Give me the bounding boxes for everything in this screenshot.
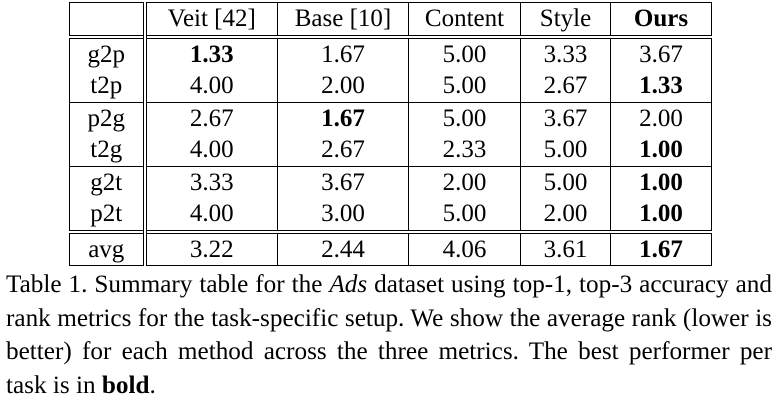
cell-avg-col3: 4.06 [408, 229, 521, 266]
cell-t2g-col5: 1.00 [610, 134, 712, 166]
table-row: g2p 1.33 1.67 5.00 3.33 3.67 [69, 34, 712, 70]
caption-dataset-name: Ads [329, 271, 368, 298]
caption-bold-word: bold [101, 371, 150, 399]
header-cell-veit: Veit [42] [144, 2, 278, 37]
cell-t2p-col1: 4.00 [144, 70, 278, 102]
table-row: avg 3.22 2.44 4.06 3.61 1.67 [69, 229, 712, 266]
table-row: t2g 4.00 2.67 2.33 5.00 1.00 [69, 134, 712, 166]
cell-p2t-col1: 4.00 [144, 198, 278, 232]
cell-g2t-col2: 3.67 [277, 165, 409, 198]
cell-t2p-col3: 5.00 [408, 70, 521, 102]
header-cell-corner [69, 2, 147, 37]
cell-g2t-col4: 5.00 [520, 165, 611, 198]
row-label-t2g: t2g [69, 134, 147, 166]
cell-p2t-col4: 2.00 [520, 198, 611, 232]
cell-avg-col1: 3.22 [144, 229, 278, 266]
cell-t2g-col2: 2.67 [277, 134, 409, 166]
header-row: Veit [42] Base [10] Content Style Ours [69, 2, 712, 37]
table-caption: Table 1. Summary table for the Ads datas… [6, 268, 772, 402]
cell-p2g-col5: 2.00 [610, 101, 712, 134]
cell-g2t-col1: 3.33 [144, 165, 278, 198]
cell-p2g-col2: 1.67 [277, 101, 409, 134]
cell-g2p-col4: 3.33 [520, 34, 611, 70]
row-label-p2t: p2t [69, 198, 147, 232]
cell-p2t-col5: 1.00 [610, 198, 712, 232]
table-row: g2t 3.33 3.67 2.00 5.00 1.00 [69, 165, 712, 198]
cell-t2g-col1: 4.00 [144, 134, 278, 166]
cell-t2p-col2: 2.00 [277, 70, 409, 102]
cell-p2g-col3: 5.00 [408, 101, 521, 134]
cell-g2p-col5: 3.67 [610, 34, 712, 70]
cell-t2p-col5: 1.33 [610, 70, 712, 102]
summary-table-container: Veit [42] Base [10] Content Style Ours g… [69, 2, 712, 266]
row-label-g2t: g2t [69, 165, 147, 198]
table-header: Veit [42] Base [10] Content Style Ours [69, 2, 712, 37]
header-cell-style: Style [520, 2, 611, 37]
caption-middle: dataset using top-1, top-3 accuracy and … [6, 271, 772, 399]
row-label-t2p: t2p [69, 70, 147, 102]
cell-g2p-col3: 5.00 [408, 34, 521, 70]
cell-avg-col5: 1.67 [610, 229, 712, 266]
cell-t2g-col4: 5.00 [520, 134, 611, 166]
table-row: p2g 2.67 1.67 5.00 3.67 2.00 [69, 101, 712, 134]
caption-suffix: . [149, 371, 156, 399]
cell-t2g-col3: 2.33 [408, 134, 521, 166]
header-cell-base: Base [10] [277, 2, 409, 37]
table-row: t2p 4.00 2.00 5.00 2.67 1.33 [69, 70, 712, 102]
cell-t2p-col4: 2.67 [520, 70, 611, 102]
cell-avg-col2: 2.44 [277, 229, 409, 266]
table-body: g2p 1.33 1.67 5.00 3.33 3.67 t2p 4.00 2.00 5.00 2.… [69, 34, 712, 266]
cell-p2g-col1: 2.67 [144, 101, 278, 134]
row-label-g2p: g2p [69, 34, 147, 70]
cell-p2t-col3: 5.00 [408, 198, 521, 232]
caption-prefix: Table 1. Summary table for the [6, 271, 330, 298]
cell-g2p-col2: 1.67 [277, 34, 409, 70]
cell-avg-col4: 3.61 [520, 229, 611, 266]
cell-g2p-col1: 1.33 [144, 34, 278, 70]
cell-p2t-col2: 3.00 [277, 198, 409, 232]
row-label-avg: avg [69, 229, 147, 266]
cell-g2t-col3: 2.00 [408, 165, 521, 198]
summary-table: Veit [42] Base [10] Content Style Ours g… [69, 2, 712, 266]
row-label-p2g: p2g [69, 101, 147, 134]
header-cell-ours: Ours [610, 2, 712, 37]
header-cell-content: Content [408, 2, 521, 37]
table-row: p2t 4.00 3.00 5.00 2.00 1.00 [69, 198, 712, 232]
cell-p2g-col4: 3.67 [520, 101, 611, 134]
cell-g2t-col5: 1.00 [610, 165, 712, 198]
